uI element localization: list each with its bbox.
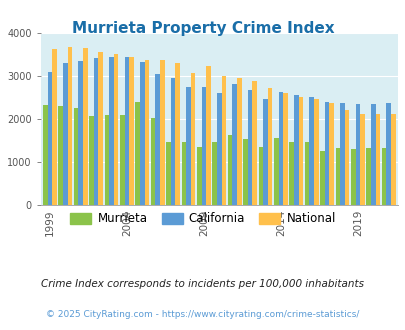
Bar <box>328 103 333 205</box>
Bar <box>181 142 185 205</box>
Bar <box>212 143 216 205</box>
Bar <box>247 90 252 205</box>
Bar <box>94 58 98 205</box>
Bar <box>166 142 171 205</box>
Bar <box>298 97 303 205</box>
Bar <box>237 79 241 205</box>
Bar <box>98 52 103 205</box>
Bar <box>175 63 179 205</box>
Bar <box>324 102 328 205</box>
Bar <box>155 74 160 205</box>
Bar <box>350 149 355 205</box>
Bar <box>140 62 144 205</box>
Bar <box>124 57 129 205</box>
Bar <box>273 138 278 205</box>
Bar <box>201 86 206 205</box>
Bar <box>74 108 78 205</box>
Bar <box>365 148 370 205</box>
Text: Murrieta Property Crime Index: Murrieta Property Crime Index <box>72 21 333 36</box>
Bar <box>319 151 324 205</box>
Bar <box>171 78 175 205</box>
Bar <box>304 142 309 205</box>
Bar <box>293 95 298 205</box>
Bar <box>150 118 155 205</box>
Bar <box>309 97 313 205</box>
Bar <box>390 114 394 205</box>
Bar <box>47 72 52 205</box>
Bar <box>313 99 318 205</box>
Bar <box>359 114 364 205</box>
Bar <box>344 110 349 205</box>
Bar <box>375 114 379 205</box>
Bar <box>78 61 83 205</box>
Bar <box>63 63 67 205</box>
Bar <box>190 73 195 205</box>
Bar <box>113 54 118 205</box>
Bar <box>58 106 63 205</box>
Bar <box>258 147 262 205</box>
Bar <box>289 142 293 205</box>
Bar <box>381 148 386 205</box>
Bar <box>83 48 87 205</box>
Bar <box>232 84 237 205</box>
Bar <box>252 81 256 205</box>
Bar <box>278 92 282 205</box>
Bar <box>119 115 124 205</box>
Bar <box>109 57 113 205</box>
Bar <box>221 76 226 205</box>
Bar <box>196 147 201 205</box>
Bar <box>89 116 94 205</box>
Bar <box>386 103 390 205</box>
Text: © 2025 CityRating.com - https://www.cityrating.com/crime-statistics/: © 2025 CityRating.com - https://www.city… <box>46 310 359 319</box>
Bar <box>135 102 140 205</box>
Bar <box>339 103 344 205</box>
Bar <box>282 93 287 205</box>
Bar <box>185 86 190 205</box>
Bar <box>67 47 72 205</box>
Bar <box>267 88 272 205</box>
Bar <box>129 57 133 205</box>
Bar <box>262 100 267 205</box>
Bar <box>160 60 164 205</box>
Bar <box>43 105 47 205</box>
Bar <box>335 148 339 205</box>
Bar <box>144 60 149 205</box>
Legend: Murrieta, California, National: Murrieta, California, National <box>65 208 340 230</box>
Bar <box>52 49 57 205</box>
Text: Crime Index corresponds to incidents per 100,000 inhabitants: Crime Index corresponds to incidents per… <box>41 279 364 289</box>
Bar <box>355 104 359 205</box>
Bar <box>104 115 109 205</box>
Bar <box>216 93 221 205</box>
Bar <box>243 139 247 205</box>
Bar <box>370 104 375 205</box>
Bar <box>206 66 210 205</box>
Bar <box>227 135 232 205</box>
